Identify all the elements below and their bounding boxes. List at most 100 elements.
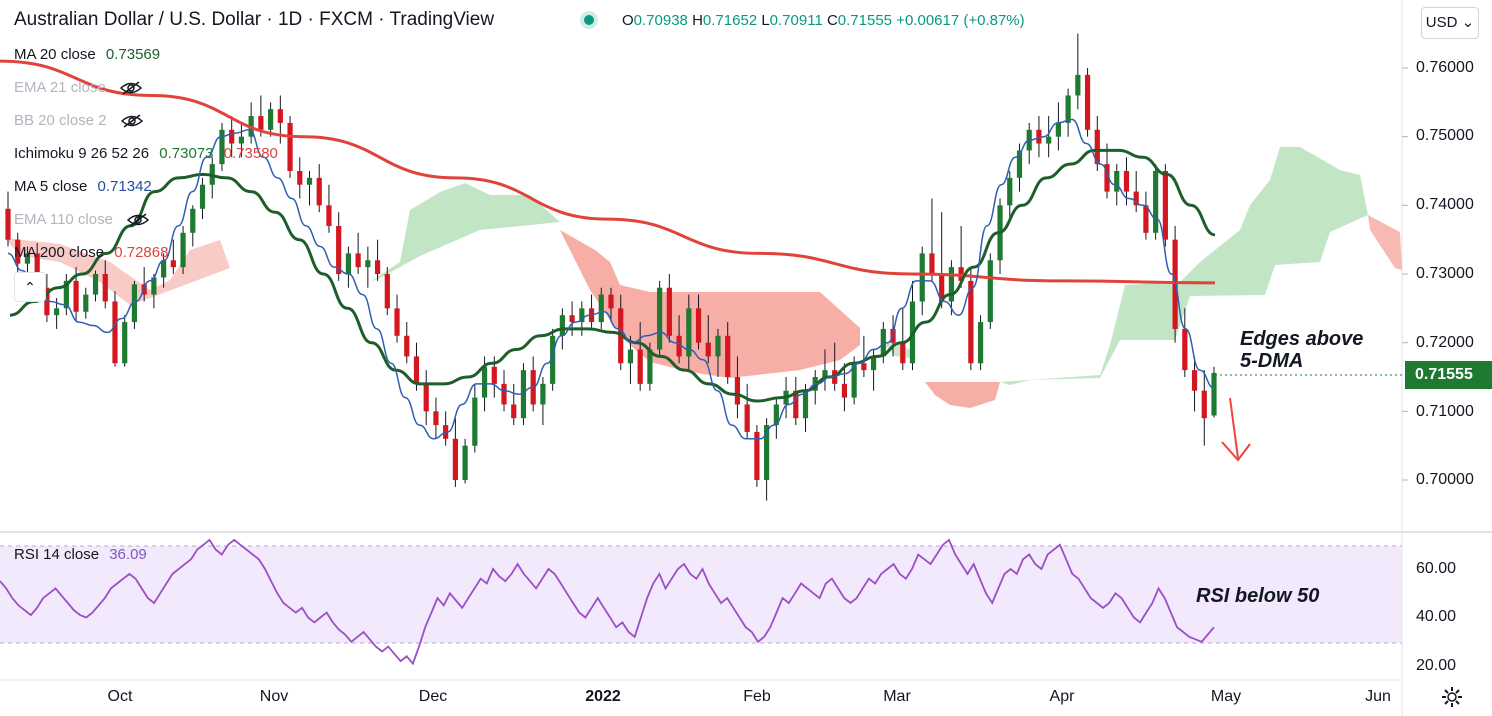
collapse-legend-button[interactable]: ⌃ [14, 272, 46, 302]
candle-body-down [676, 335, 682, 357]
price-tick: 0.73000 [1416, 265, 1474, 282]
x-tick: May [1210, 688, 1242, 705]
candle-body-up [579, 308, 585, 323]
candle-body-up [122, 322, 128, 364]
ichimoku-cloud-bullish-2 [880, 340, 915, 358]
legend-ma200[interactable]: MA 200 close 0.72868 [14, 244, 168, 261]
candle-body-down [297, 171, 303, 185]
x-tick: 2022 [585, 688, 621, 705]
candle-body-down [258, 116, 264, 130]
ma200-line [0, 59, 1216, 285]
x-tick: Dec [418, 688, 448, 705]
candle-body-down [404, 335, 410, 357]
rsi-annotation: RSI below 50 [1196, 585, 1320, 607]
candle-body-up [550, 335, 556, 384]
candle-body-up [63, 280, 69, 309]
rsi-label: RSI 14 close [14, 546, 100, 563]
legend-ma200-label: MA 200 close [14, 244, 105, 261]
currency-button[interactable]: USD ⌄ [1421, 7, 1479, 39]
legend-ma20[interactable]: MA 20 close 0.73569 [14, 46, 160, 63]
price-tick: 0.74000 [1416, 196, 1474, 213]
candle-body-down [170, 260, 176, 268]
rsi-legend[interactable]: RSI 14 close 36.09 [14, 546, 147, 563]
low-value: 0.70911 [769, 12, 823, 29]
candle-body-down [666, 287, 672, 336]
chevron-down-icon: ⌄ [1461, 14, 1475, 31]
legend-ichimoku[interactable]: Ichimoku 9 26 52 26 0.73073 0.73580 [14, 145, 278, 162]
candle-body-up [627, 349, 634, 364]
eye-hidden-icon[interactable] [119, 81, 142, 95]
price-tick: 0.76000 [1416, 59, 1474, 76]
candle-body-down [287, 122, 293, 171]
candle-body-up [54, 308, 60, 316]
candle-body-up [151, 277, 157, 295]
candle-body-down [5, 208, 11, 240]
candle-body-down [939, 274, 945, 302]
candle-body-down [637, 349, 643, 384]
eye-hidden-icon[interactable] [120, 114, 143, 128]
eye-hidden-icon[interactable] [127, 213, 150, 227]
ichimoku-cloud-bullish-3 [1000, 147, 1368, 385]
market-status-dot[interactable] [584, 15, 594, 25]
candle-body-up [267, 109, 274, 130]
price-tick: 0.75000 [1416, 127, 1474, 144]
candle-body-up [977, 322, 984, 364]
candle-body-up [92, 274, 99, 295]
candle-body-up [1114, 171, 1120, 192]
candle-body-down [929, 253, 935, 274]
down-arrow-annotation [1221, 397, 1251, 462]
candle-body-down [112, 301, 118, 364]
candle-body-down [423, 383, 429, 412]
ichimoku-cloud-bullish-1 [370, 183, 560, 282]
candle-body-up [598, 294, 604, 323]
candle-body-down [1104, 164, 1110, 192]
price-annotation-line1: Edges above [1240, 328, 1364, 350]
ichimoku-cloud [5, 147, 1402, 408]
settings-gear-icon[interactable] [1441, 686, 1463, 708]
candle-body-up [24, 253, 31, 264]
candle-body-down [355, 253, 361, 268]
x-tick: Jun [1365, 688, 1391, 705]
candle-body-up [715, 335, 721, 357]
candle-body-up [161, 260, 167, 278]
legend-bb[interactable]: BB 20 close 2 [14, 112, 143, 129]
legend-ichimoku-value: 0.73073 [159, 145, 214, 162]
candle-body-up [773, 404, 779, 426]
candle-body-up [306, 177, 313, 185]
candle-body-down [1182, 328, 1188, 371]
legend-ma5[interactable]: MA 5 close 0.71342 [14, 178, 152, 195]
candle-body-up [919, 253, 925, 302]
candle-body-up [764, 425, 770, 480]
candle-body-down [695, 308, 702, 343]
close-value: 0.71555 [837, 12, 893, 29]
candles [5, 33, 1217, 501]
candle-body-up [1046, 136, 1052, 144]
price-annotation-line2: 5-DMA [1240, 350, 1304, 372]
candle-body-down [511, 404, 517, 419]
x-tick: Feb [743, 688, 771, 705]
candle-body-up [1065, 95, 1071, 123]
legend-ema21[interactable]: EMA 21 close [14, 79, 142, 96]
change-value: +0.00617 (+0.87%) [896, 12, 1025, 29]
candle-body-down [394, 308, 400, 336]
ichimoku-cloud-bearish-3 [925, 382, 1000, 408]
legend-ema110[interactable]: EMA 110 close [14, 211, 150, 228]
candle-body-down [229, 129, 235, 144]
legend-ichimoku-value2: 0.73580 [223, 145, 278, 162]
candle-body-down [413, 356, 420, 384]
candle-body-down [316, 177, 322, 206]
legend-bb-label: BB 20 close 2 [14, 112, 107, 129]
rsi-tick: 40.00 [1416, 608, 1457, 625]
candle-body-up [345, 253, 352, 274]
legend-ma5-label: MA 5 close [14, 178, 88, 195]
candle-body-down [501, 383, 507, 405]
candle-body-up [462, 445, 468, 480]
x-tick: Nov [259, 688, 289, 705]
last-price-tag: 0.71555 [1405, 361, 1492, 389]
candle-body-down [336, 225, 342, 274]
rsi-tick: 60.00 [1416, 560, 1457, 577]
candle-body-down [491, 366, 497, 384]
candle-body-up [948, 267, 955, 302]
candle-body-up [190, 208, 196, 233]
